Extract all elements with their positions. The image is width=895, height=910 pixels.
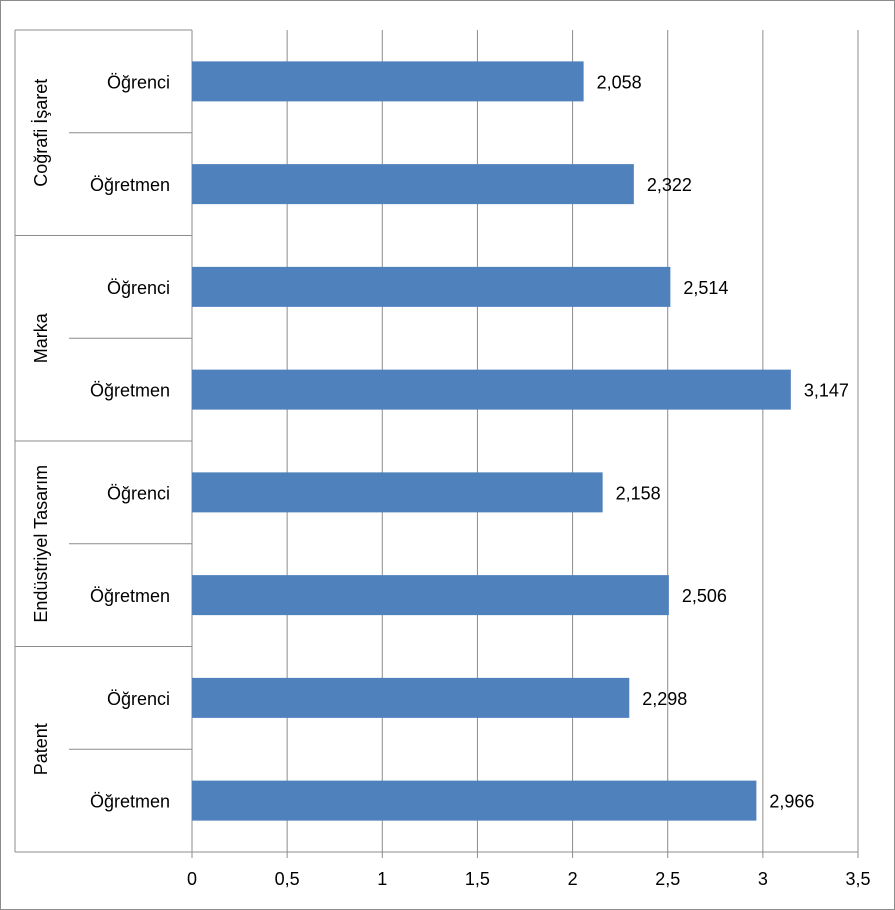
category-label: Öğretmen: [90, 381, 170, 401]
bar: [192, 266, 671, 307]
x-tick-label: 3,5: [845, 869, 870, 889]
x-tick-label: 2,5: [655, 869, 680, 889]
category-label: Öğrenci: [107, 278, 170, 298]
bar-value-label: 2,058: [597, 72, 642, 92]
category-label: Öğretmen: [90, 792, 170, 812]
category-label: Öğretmen: [90, 175, 170, 195]
bar: [192, 472, 603, 513]
x-tick-label: 3: [758, 869, 768, 889]
bar-value-label: 2,158: [616, 483, 661, 503]
x-tick-label: 1: [377, 869, 387, 889]
group-label: Marka: [31, 312, 51, 363]
bar-value-label: 2,298: [642, 689, 687, 709]
category-label: Öğrenci: [107, 72, 170, 92]
group-label: Coğrafi İşaret: [31, 79, 51, 187]
bar: [192, 369, 791, 410]
category-label: Öğrenci: [107, 483, 170, 503]
x-tick-label: 1,5: [465, 869, 490, 889]
bar-value-label: 3,147: [804, 381, 849, 401]
category-label: Öğrenci: [107, 689, 170, 709]
bar-value-label: 2,514: [683, 278, 728, 298]
bar-value-label: 2,506: [682, 586, 727, 606]
bar: [192, 164, 634, 205]
group-label: Endüstriyel Tasarım: [31, 465, 51, 623]
x-tick-label: 0: [187, 869, 197, 889]
bar: [192, 61, 584, 102]
bar-value-label: 2,322: [647, 175, 692, 195]
bar: [192, 575, 669, 616]
bar-value-label: 2,966: [769, 792, 814, 812]
x-tick-label: 2: [568, 869, 578, 889]
x-tick-label: 0,5: [275, 869, 300, 889]
bar: [192, 780, 757, 821]
category-label: Öğretmen: [90, 586, 170, 606]
group-label: Patent: [31, 723, 51, 775]
bar: [192, 677, 630, 718]
